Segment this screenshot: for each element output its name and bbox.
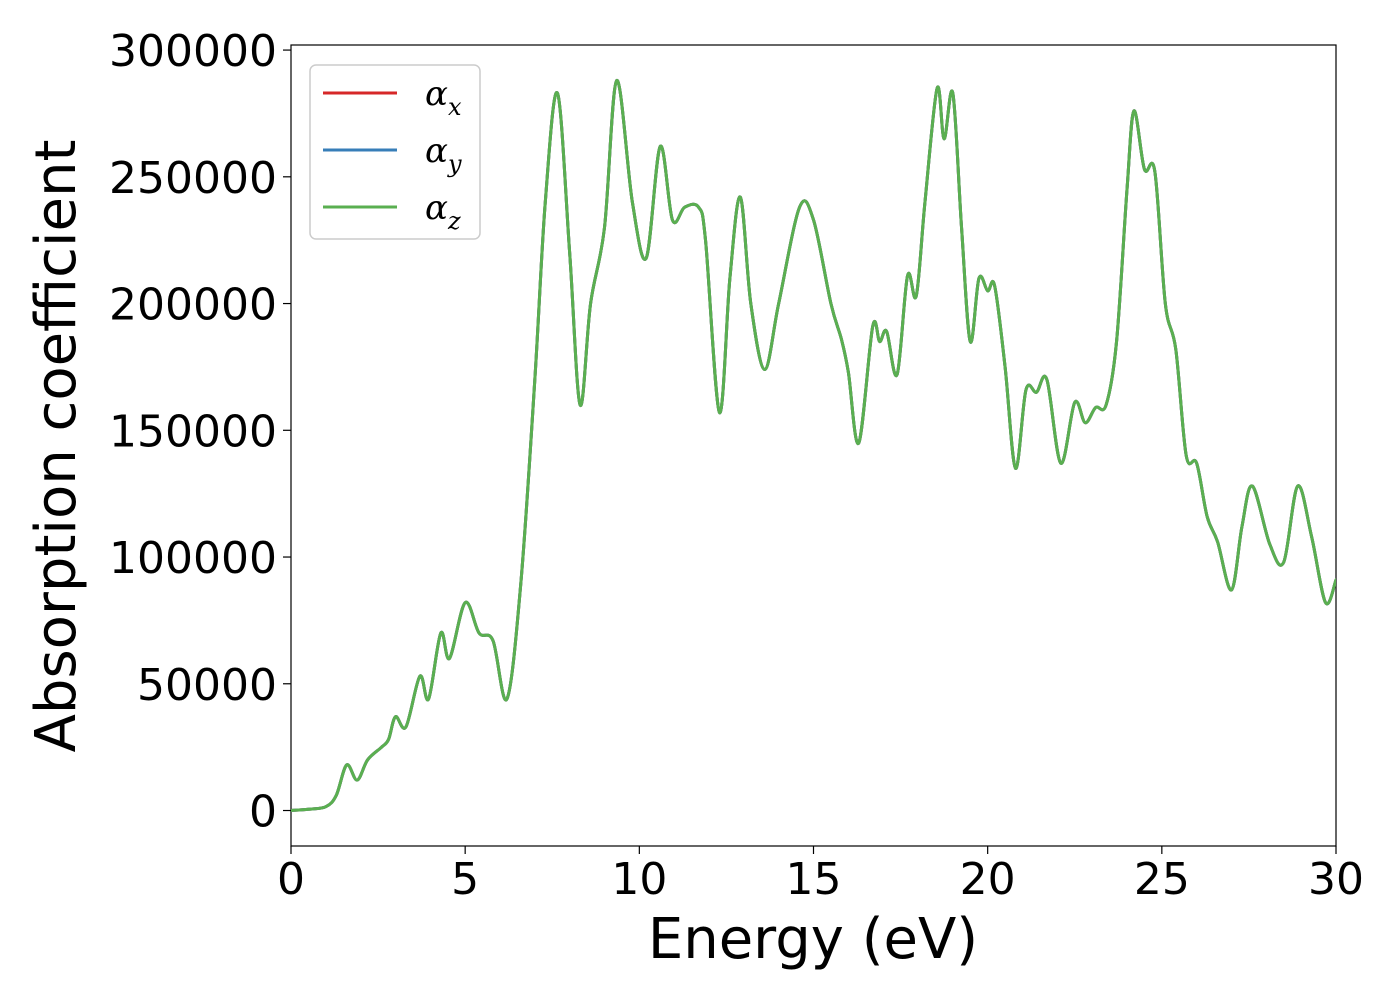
legend-label-y: αy [425, 131, 462, 178]
y-tick-label: 100000 [109, 533, 277, 584]
y-tick-label: 0 [249, 787, 277, 838]
y-tick-label: 200000 [109, 280, 277, 331]
x-tick-label: 20 [960, 854, 1016, 905]
x-tick-label: 25 [1134, 854, 1190, 905]
legend-label-z: αz [425, 188, 461, 235]
series-line-z [291, 78, 1336, 813]
x-tick-label: 0 [277, 854, 305, 905]
y-axis: 0 50000 100000 150000 200000 250000 300000 [109, 26, 291, 838]
x-tick-label: 5 [451, 854, 479, 905]
legend-subscript: x [448, 93, 462, 121]
legend-label-x: αx [425, 74, 462, 121]
legend-subscript: z [447, 207, 461, 235]
y-tick-label: 50000 [137, 660, 277, 711]
legend-symbol: α [425, 74, 448, 114]
legend-subscript: y [447, 150, 462, 178]
series-layer [291, 78, 1336, 813]
legend-box [309, 64, 481, 240]
x-tick-label: 15 [786, 854, 842, 905]
y-tick-label: 250000 [109, 153, 277, 204]
y-axis-title: Absorption coefficient [24, 140, 89, 753]
legend-symbol: α [425, 131, 448, 171]
x-axis: 0 5 10 15 20 25 30 [277, 846, 1364, 905]
x-axis-title: Energy (eV) [648, 907, 978, 972]
x-tick-label: 30 [1308, 854, 1364, 905]
legend-symbol: α [425, 188, 448, 228]
y-tick-label: 150000 [109, 406, 277, 457]
x-tick-label: 10 [611, 854, 667, 905]
y-tick-label: 300000 [109, 26, 277, 77]
